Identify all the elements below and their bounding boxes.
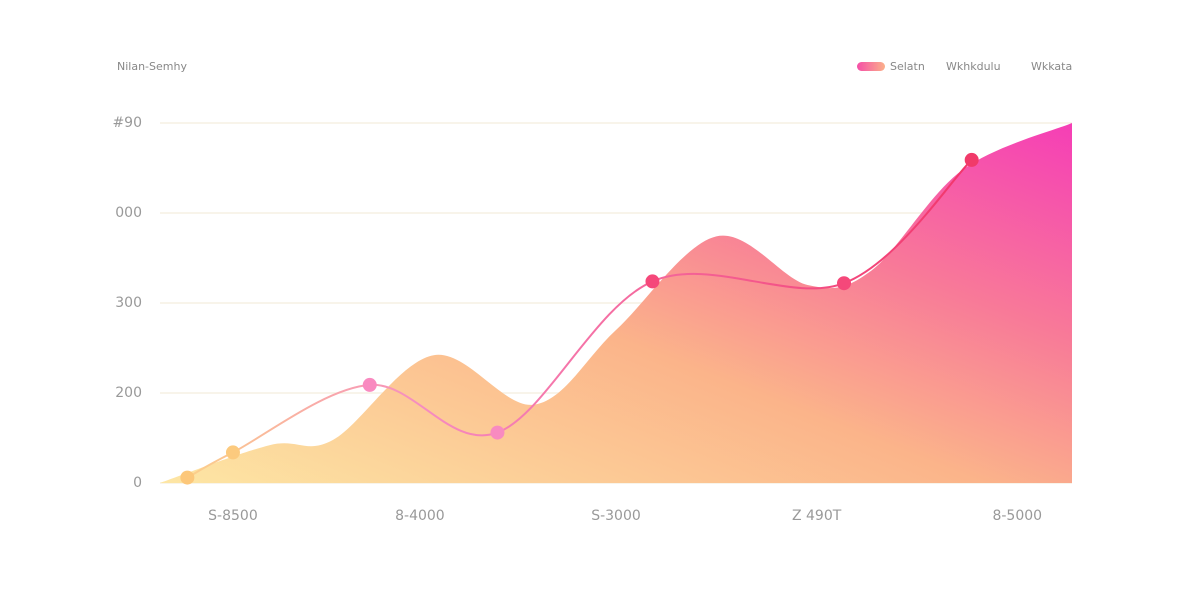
point <box>645 274 660 289</box>
y-tick-label: 000 <box>115 205 142 221</box>
legend-label: Selatn <box>890 60 925 73</box>
y-tick-label: #90 <box>112 115 142 131</box>
legend-swatch <box>857 62 885 71</box>
y-tick-label: 0 <box>133 475 142 491</box>
y-tick-label: 200 <box>115 385 142 401</box>
legend: Selatn Wkhkdulu Wkkata <box>857 60 1072 73</box>
point <box>964 152 979 167</box>
chart-title: Nilan-Semhy <box>117 60 187 73</box>
x-tick-label: Z 490T <box>792 508 842 524</box>
legend-label: Wkkata <box>1031 60 1072 73</box>
x-tick-label: S-8500 <box>208 508 258 524</box>
x-tick-label: S-3000 <box>591 508 641 524</box>
point <box>490 425 505 440</box>
point <box>225 445 240 460</box>
area <box>160 123 1072 483</box>
point <box>362 377 377 392</box>
legend-label: Wkhkdulu <box>946 60 1001 73</box>
y-tick-label: 300 <box>115 295 142 311</box>
x-tick-label: 8-4000 <box>395 508 445 524</box>
point <box>180 470 195 485</box>
point <box>837 276 851 291</box>
x-tick-label: 8-5000 <box>992 508 1042 524</box>
